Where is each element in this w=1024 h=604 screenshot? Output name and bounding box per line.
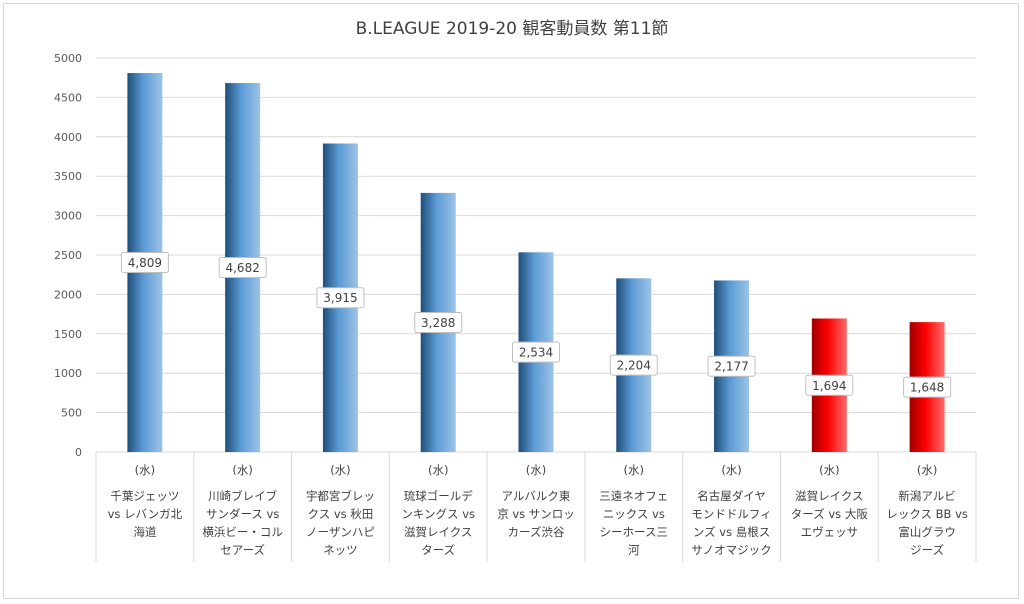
category-label: 富山グラウ	[898, 525, 956, 539]
data-label-box	[316, 287, 365, 309]
category-label: エヴェッサ	[801, 525, 859, 539]
data-labels: 4,809 4,682 3,915 3,288 2,534 2,204 2,177 1,694…	[120, 252, 952, 398]
category-label: (水)	[232, 463, 252, 477]
category-label: ノーザンハピ	[306, 525, 375, 539]
data-label: 3,915	[323, 291, 357, 305]
data-label: 2,534	[519, 346, 553, 360]
data-label-box	[218, 257, 267, 279]
category-label: (水)	[819, 463, 839, 477]
y-tick-label: 2500	[54, 249, 82, 262]
data-label: 4,682	[225, 261, 259, 275]
category-label: クス vs 秋田	[308, 507, 374, 521]
category-label: アルバルク東	[502, 489, 571, 503]
category-label: 滋賀レイクス	[404, 525, 472, 539]
data-label: 3,288	[421, 316, 455, 330]
category-label: (水)	[330, 463, 350, 477]
category-label: ンズ vs 島根ス	[693, 525, 770, 539]
data-label: 4,809	[128, 256, 162, 270]
y-tick-label: 3000	[54, 210, 82, 223]
category-label: 名古屋ダイヤ	[697, 489, 766, 503]
category-label: (水)	[135, 463, 155, 477]
category-label: 京 vs サンロッ	[497, 507, 575, 521]
category-label: モンドドルフィ	[691, 507, 771, 521]
category-label: (水)	[721, 463, 741, 477]
y-tick-label: 5000	[54, 52, 82, 65]
category-label: ネッツ	[323, 543, 358, 557]
y-tick-label: 1000	[54, 367, 82, 380]
category-label: (水)	[526, 463, 546, 477]
category-label: 新潟アルビ	[898, 489, 955, 503]
data-label-box	[609, 354, 658, 376]
category-label: カーズ渋谷	[508, 525, 565, 539]
chart-title: B.LEAGUE 2019-20 観客動員数 第11節	[355, 19, 669, 39]
data-label-box	[414, 311, 463, 333]
data-label-box	[512, 341, 560, 363]
category-label: 川崎ブレイブ	[208, 489, 277, 503]
data-label: 1,694	[812, 379, 846, 393]
data-label: 2,177	[714, 360, 748, 374]
category-label: 三遠ネオフェ	[599, 489, 668, 503]
category-label: 滋賀レイクス	[795, 489, 863, 503]
y-tick-label: 0	[75, 446, 82, 459]
data-label-box	[120, 252, 169, 274]
category-label: ニックス vs	[603, 507, 665, 521]
data-label: 2,204	[617, 359, 651, 373]
category-label: サノオマジック	[691, 543, 771, 557]
category-label: 河	[628, 543, 640, 557]
category-label: ンキングス vs	[401, 507, 475, 521]
data-label-box	[805, 374, 854, 396]
category-label: シーホース三	[600, 525, 668, 539]
category-label: レックス BB vs	[886, 507, 968, 521]
y-tick-label: 1500	[54, 328, 82, 341]
y-tick-label: 500	[61, 407, 82, 420]
category-label: 横浜ビー・コル	[202, 525, 283, 539]
y-tick-label: 4500	[54, 91, 82, 104]
data-label-box	[707, 355, 756, 377]
y-tick-label: 4000	[54, 131, 82, 144]
data-label: 1,648	[910, 381, 944, 395]
category-label: (水)	[624, 463, 644, 477]
y-tick-label: 2000	[54, 288, 82, 301]
data-label-box	[903, 376, 952, 398]
chart-frame	[3, 3, 1019, 599]
category-label: ターズ	[421, 543, 455, 557]
category-label: ジーズ	[910, 543, 944, 557]
y-axis: 0 500 1000 1500 2000 2500 3000 3500 4000 4500 5000	[54, 52, 82, 459]
category-label: 琉球ゴールデ	[404, 489, 473, 503]
category-label: (水)	[917, 463, 937, 477]
category-label: vs レバンガ北	[108, 507, 183, 521]
category-label: ターズ vs 大阪	[791, 507, 869, 521]
category-label: 海道	[133, 525, 156, 539]
category-label: 千葉ジェッツ	[110, 489, 179, 503]
category-label: サンダース vs	[206, 507, 279, 521]
y-tick-label: 3500	[54, 170, 82, 183]
category-label: (水)	[428, 463, 448, 477]
category-label: 宇都宮ブレッ	[306, 489, 375, 503]
category-label: セアーズ	[220, 543, 265, 557]
